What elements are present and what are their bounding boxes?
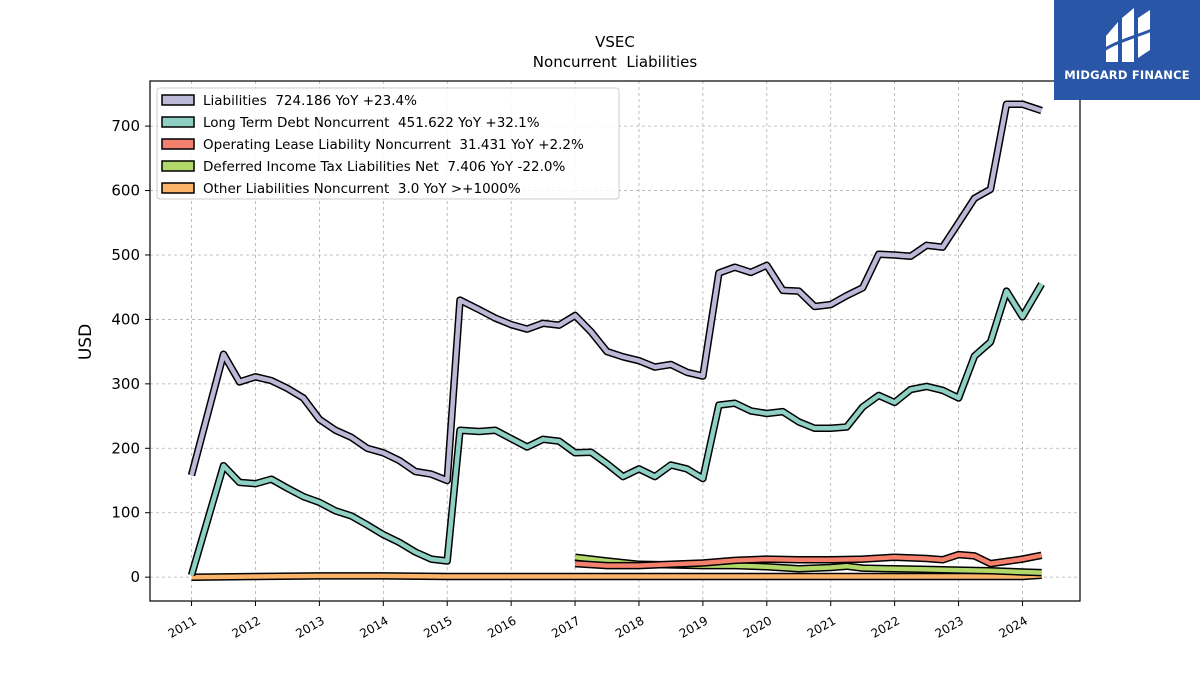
legend-entry: Other Liabilities Noncurrent 3.0 YoY >+1…: [203, 181, 521, 197]
y-tick-label: 100: [111, 504, 140, 522]
chart-title: VSEC: [595, 33, 635, 51]
midgard-finance-logo: MIDGARD FINANCE: [1054, 0, 1200, 100]
legend-swatch: [161, 94, 195, 106]
chart-subtitle: Noncurrent Liabilities: [533, 53, 698, 71]
x-tick-label: 2017: [549, 613, 582, 640]
logo-mark-icon: [1103, 8, 1153, 62]
y-tick-label: 700: [111, 117, 140, 135]
x-tick-label: 2024: [997, 613, 1030, 640]
y-tick-label: 0: [130, 568, 140, 586]
x-tick-label: 2019: [677, 613, 710, 640]
series-line: [189, 101, 1043, 483]
y-axis-label: USD: [76, 324, 96, 360]
x-tick-label: 2023: [933, 613, 966, 640]
x-tick-label: 2020: [741, 613, 774, 640]
axis-ticks: 0 100 200 300 400 500 600 700 2011 2012 2013 2014 20…: [111, 117, 1030, 641]
legend-swatch: [161, 138, 195, 150]
legend-swatch: [161, 182, 195, 194]
x-tick-label: 2013: [293, 613, 326, 640]
y-tick-label: 500: [111, 246, 140, 264]
legend-swatch: [161, 116, 195, 128]
x-tick-label: 2016: [485, 613, 518, 640]
x-tick-label: 2015: [421, 613, 454, 640]
legend-box: [156, 87, 620, 200]
legend-entry: Long Term Debt Noncurrent 451.622 YoY +3…: [203, 115, 540, 131]
y-tick-label: 400: [111, 310, 140, 328]
series-line: [191, 572, 1042, 580]
y-tick-label: 600: [111, 182, 140, 200]
y-tick-label: 200: [111, 439, 140, 457]
logo-text: MIDGARD FINANCE: [1064, 68, 1190, 82]
plot-frame: [149, 80, 1081, 602]
x-tick-label: 2012: [230, 613, 263, 640]
x-tick-label: 2022: [869, 613, 902, 640]
legend-swatch: [161, 160, 195, 172]
legend-entry: Liabilities 724.186 YoY +23.4%: [203, 93, 417, 109]
x-tick-label: 2021: [805, 613, 838, 640]
legend-entry: Deferred Income Tax Liabilities Net 7.40…: [203, 159, 565, 175]
grid-lines: [150, 81, 1080, 601]
x-tick-label: 2011: [166, 613, 199, 640]
x-tick-label: 2014: [357, 613, 390, 640]
legend: Liabilities 724.186 YoY +23.4% Long Term …: [156, 87, 620, 200]
series-line: [189, 282, 1044, 576]
series-line: [574, 552, 1043, 568]
y-tick-label: 300: [111, 375, 140, 393]
legend-entry: Operating Lease Liability Noncurrent 31.…: [203, 137, 584, 153]
series-lines: [187, 100, 1045, 581]
x-tick-label: 2018: [613, 613, 646, 640]
